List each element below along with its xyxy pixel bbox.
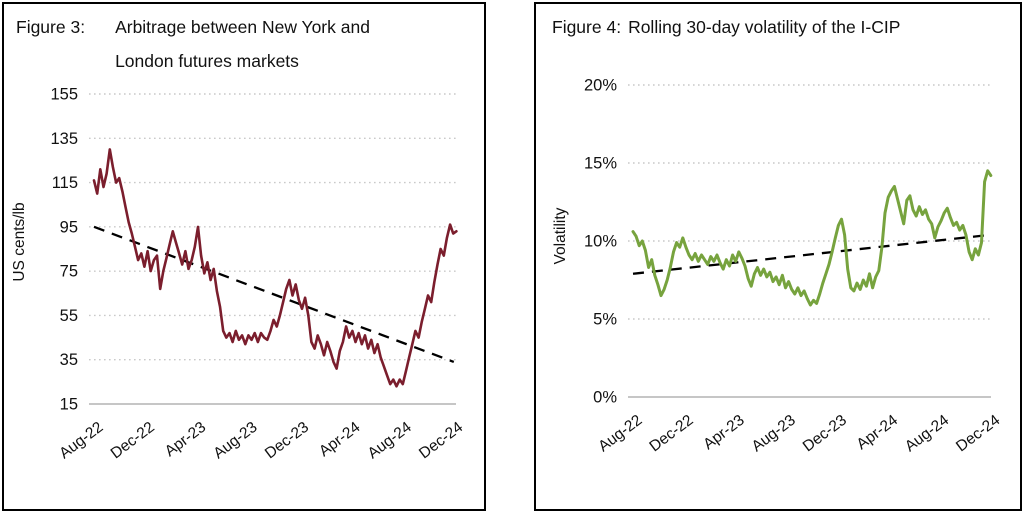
x-tick-label: Aug-23 xyxy=(210,419,260,463)
series-line xyxy=(92,148,458,388)
x-tick-label: Apr-23 xyxy=(700,412,747,454)
figure4-title: Figure 4: Rolling 30-day volatility of t… xyxy=(552,10,900,44)
figure3-y-axis-title: US cents/lb xyxy=(11,202,28,282)
series-line xyxy=(631,169,993,307)
x-tick-label: Aug-22 xyxy=(56,419,106,463)
figure3-title-line1: Arbitrage between New York and xyxy=(115,17,370,37)
figure4-title-text: Rolling 30-day volatility of the I-CIP xyxy=(628,10,900,44)
figure3-title-line2: London futures markets xyxy=(115,51,299,71)
figure3-panel: 155 135 115 95 75 55 35 15 Aug-22 Dec-22 Apr-23 Aug… xyxy=(2,2,486,511)
y-tick-label: 115 xyxy=(52,174,78,192)
x-tick-label: Aug-24 xyxy=(365,418,415,462)
figure3-title: Figure 3: Arbitrage between New York and… xyxy=(16,10,370,78)
x-tick-label: Dec-24 xyxy=(416,418,466,462)
x-tick-label: Dec-23 xyxy=(262,419,312,463)
y-tick-label: 75 xyxy=(60,263,78,281)
x-tick-label: Dec-22 xyxy=(108,419,158,463)
x-tick-label: Apr-24 xyxy=(316,418,364,460)
figure4-label: Figure 4: xyxy=(552,17,622,37)
x-tick-label: Dec-23 xyxy=(800,412,850,456)
y-tick-label: 15 xyxy=(60,396,78,414)
x-tick-label: Apr-23 xyxy=(162,419,209,461)
y-tick-label: 55 xyxy=(60,307,78,325)
x-tick-label: Dec-22 xyxy=(646,412,696,456)
y-tick-label: 155 xyxy=(50,86,78,104)
figure3-title-text: Arbitrage between New York and London fu… xyxy=(115,10,370,78)
figure4-panel: 20% 15% 10% 5% 0% Aug-22 Dec-22 Apr-23 Aug-23 Dec… xyxy=(534,2,1022,511)
y-tick-label: 5% xyxy=(593,311,617,329)
y-tick-label: 20% xyxy=(584,77,617,95)
figure4-plot: 20%15%10%5%0%Aug-22 Dec-22 Apr-23 Aug-23 Dec… xyxy=(584,77,1004,456)
y-tick-label: 135 xyxy=(50,130,78,148)
y-tick-label: 0% xyxy=(593,389,617,407)
y-tick-label: 10% xyxy=(584,233,617,251)
figure4-title-line1: Rolling 30-day volatility of the I-CIP xyxy=(628,17,901,37)
x-tick-label: Aug-22 xyxy=(595,412,645,456)
y-tick-label: 95 xyxy=(60,218,78,236)
x-tick-label: Aug-24 xyxy=(902,411,952,455)
y-tick-label: 15% xyxy=(584,155,617,173)
trendline xyxy=(632,233,991,275)
figure4-y-axis-title: Volatility xyxy=(552,207,569,265)
x-tick-label: Aug-23 xyxy=(749,412,799,456)
y-tick-label: 35 xyxy=(60,351,78,369)
x-tick-label: Dec-24 xyxy=(953,411,1003,455)
figure3-label: Figure 3: xyxy=(16,17,86,37)
trendline xyxy=(93,225,455,364)
x-tick-label: Apr-24 xyxy=(854,411,902,453)
